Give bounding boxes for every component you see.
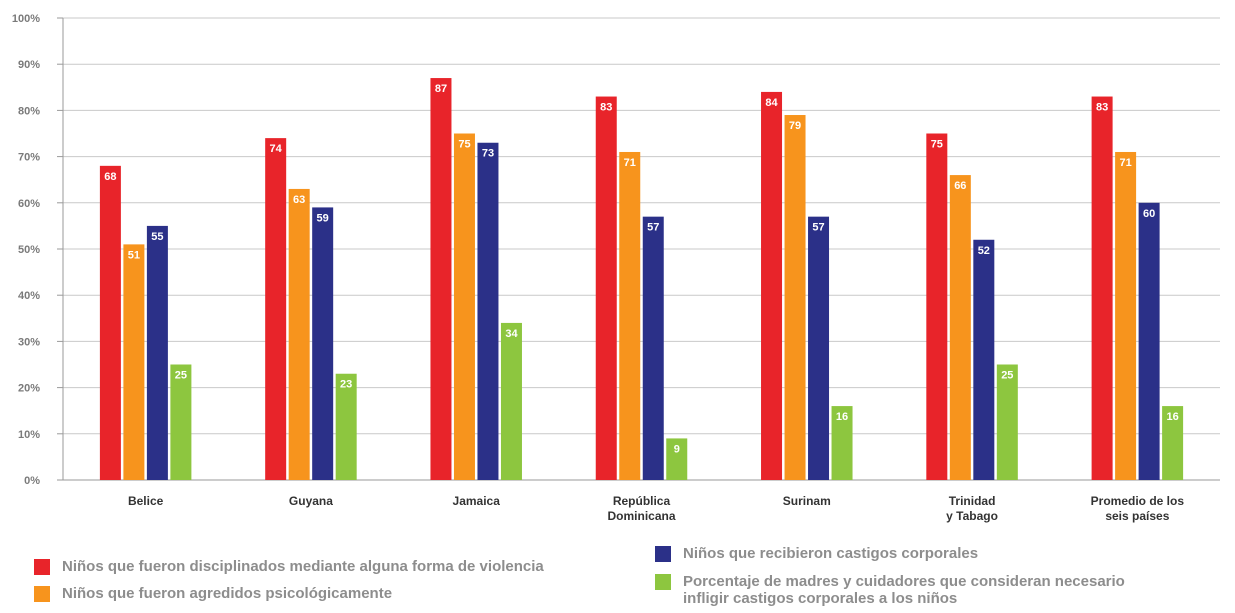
- y-tick-label: 50%: [18, 244, 40, 256]
- bar: [784, 115, 806, 481]
- bar-value-label: 51: [128, 249, 140, 261]
- tick-labels: 0% 10% 20% 30% 40% 50% 60% 70% 80% 90% 100% Belice G…: [12, 13, 1184, 523]
- category-label: Jamaica: [453, 494, 501, 508]
- legend-label-corporal-punishment: Niños que recibieron castigos corporales: [683, 545, 979, 562]
- bar-value-label: 71: [1119, 157, 1131, 169]
- bar-value-label: 16: [1166, 411, 1178, 423]
- legend-label-violent-discipline: Niños que fueron disciplinados mediante …: [62, 558, 544, 575]
- bar-value-label: 84: [765, 97, 778, 109]
- bar: [808, 216, 830, 480]
- data-labels: 68 51 55 25 74 63 59 23 87 75 73 34 83 71 57 9 84 79 57 16 7…: [104, 83, 1178, 455]
- legend-item-corporal-punishment: Niños que recibieron castigos corporales: [655, 545, 978, 562]
- legend-swatch-red: [34, 559, 50, 575]
- bar: [1115, 151, 1137, 481]
- bar-value-label: 74: [270, 143, 283, 155]
- y-tick-label: 60%: [18, 198, 40, 210]
- bars: [99, 78, 1184, 481]
- bar: [288, 188, 310, 480]
- legend-item-psychological-aggression: Niños que fueron agredidos psicológicame…: [34, 585, 392, 602]
- legend-swatch-blue: [655, 546, 671, 562]
- bar: [453, 133, 475, 480]
- bar: [949, 175, 971, 480]
- bar-value-label: 60: [1143, 208, 1155, 220]
- bar-value-label: 59: [317, 212, 329, 224]
- legend-item-caregivers-belief: Porcentaje de madres y cuidadores que co…: [655, 573, 1125, 607]
- bar-value-label: 25: [1001, 370, 1013, 382]
- bar-value-label: 79: [789, 120, 801, 132]
- bar: [996, 364, 1018, 480]
- bar-value-label: 63: [293, 194, 305, 206]
- bar-value-label: 57: [647, 222, 659, 234]
- category-label: y Tabago: [946, 509, 998, 523]
- bar: [430, 78, 452, 480]
- y-tick-label: 0%: [24, 475, 40, 487]
- y-tick-label: 20%: [18, 383, 40, 395]
- bar: [477, 142, 499, 481]
- bar: [973, 239, 995, 480]
- category-label: Trinidad: [949, 494, 996, 508]
- bar: [761, 91, 783, 481]
- bar: [500, 322, 522, 480]
- bar: [1138, 202, 1160, 481]
- bar: [123, 244, 145, 480]
- y-tick-label: 10%: [18, 429, 40, 441]
- y-tick-label: 40%: [18, 290, 40, 302]
- bar-value-label: 68: [104, 171, 116, 183]
- axes: [57, 17, 1220, 481]
- bar: [99, 165, 121, 480]
- legend-label-psychological-aggression: Niños que fueron agredidos psicológicame…: [62, 585, 393, 602]
- bar: [1162, 406, 1184, 480]
- bar-value-label: 57: [812, 222, 824, 234]
- category-label: Promedio de los: [1091, 494, 1185, 508]
- legend-label-caregivers-belief-line2: infligir castigos corporales a los niños: [683, 590, 958, 607]
- legend-swatch-orange: [34, 586, 50, 602]
- y-tick-label: 80%: [18, 105, 40, 117]
- bar-value-label: 73: [482, 148, 494, 160]
- category-label: Dominicana: [607, 509, 675, 523]
- bar-value-label: 23: [340, 379, 352, 391]
- y-tick-label: 90%: [18, 59, 40, 71]
- bar-value-label: 71: [624, 157, 636, 169]
- bar: [666, 438, 688, 480]
- bar-value-label: 83: [1096, 102, 1108, 114]
- bar: [146, 225, 168, 480]
- bar-value-label: 75: [458, 139, 470, 151]
- category-label: seis países: [1105, 509, 1169, 523]
- bar: [926, 133, 948, 480]
- y-tick-label: 70%: [18, 152, 40, 164]
- bar-value-label: 83: [600, 102, 612, 114]
- bar-value-label: 75: [931, 139, 943, 151]
- bar: [312, 207, 334, 481]
- legend-item-violent-discipline: Niños que fueron disciplinados mediante …: [34, 558, 544, 575]
- bar: [831, 406, 853, 480]
- y-tick-label: 100%: [12, 13, 40, 25]
- bar: [642, 216, 664, 480]
- bar-value-label: 55: [151, 231, 163, 243]
- bar-value-label: 34: [505, 328, 518, 340]
- bar: [619, 151, 641, 481]
- gridlines: [63, 17, 1220, 435]
- bar: [335, 373, 357, 480]
- bar: [170, 364, 192, 480]
- bar-value-label: 66: [954, 180, 966, 192]
- bar-value-label: 16: [836, 411, 848, 423]
- legend-swatch-green: [655, 574, 671, 590]
- bar-value-label: 9: [674, 443, 680, 455]
- category-label: República: [613, 494, 671, 508]
- category-label: Guyana: [289, 494, 333, 508]
- bar: [265, 138, 287, 480]
- bar-value-label: 52: [978, 245, 990, 257]
- category-label: Belice: [128, 494, 164, 508]
- bar-chart: 68 51 55 25 74 63 59 23 87 75 73 34 83 71 57 9 84 79 57 16 7…: [12, 13, 1220, 523]
- legend: Niños que fueron disciplinados mediante …: [0, 538, 1235, 613]
- bar-value-label: 25: [175, 370, 187, 382]
- category-label: Surinam: [783, 494, 831, 508]
- bar-value-label: 87: [435, 83, 447, 95]
- bar: [1091, 96, 1113, 480]
- bar: [595, 96, 617, 480]
- y-tick-label: 30%: [18, 336, 40, 348]
- legend-label-caregivers-belief-line1: Porcentaje de madres y cuidadores que co…: [683, 573, 1125, 590]
